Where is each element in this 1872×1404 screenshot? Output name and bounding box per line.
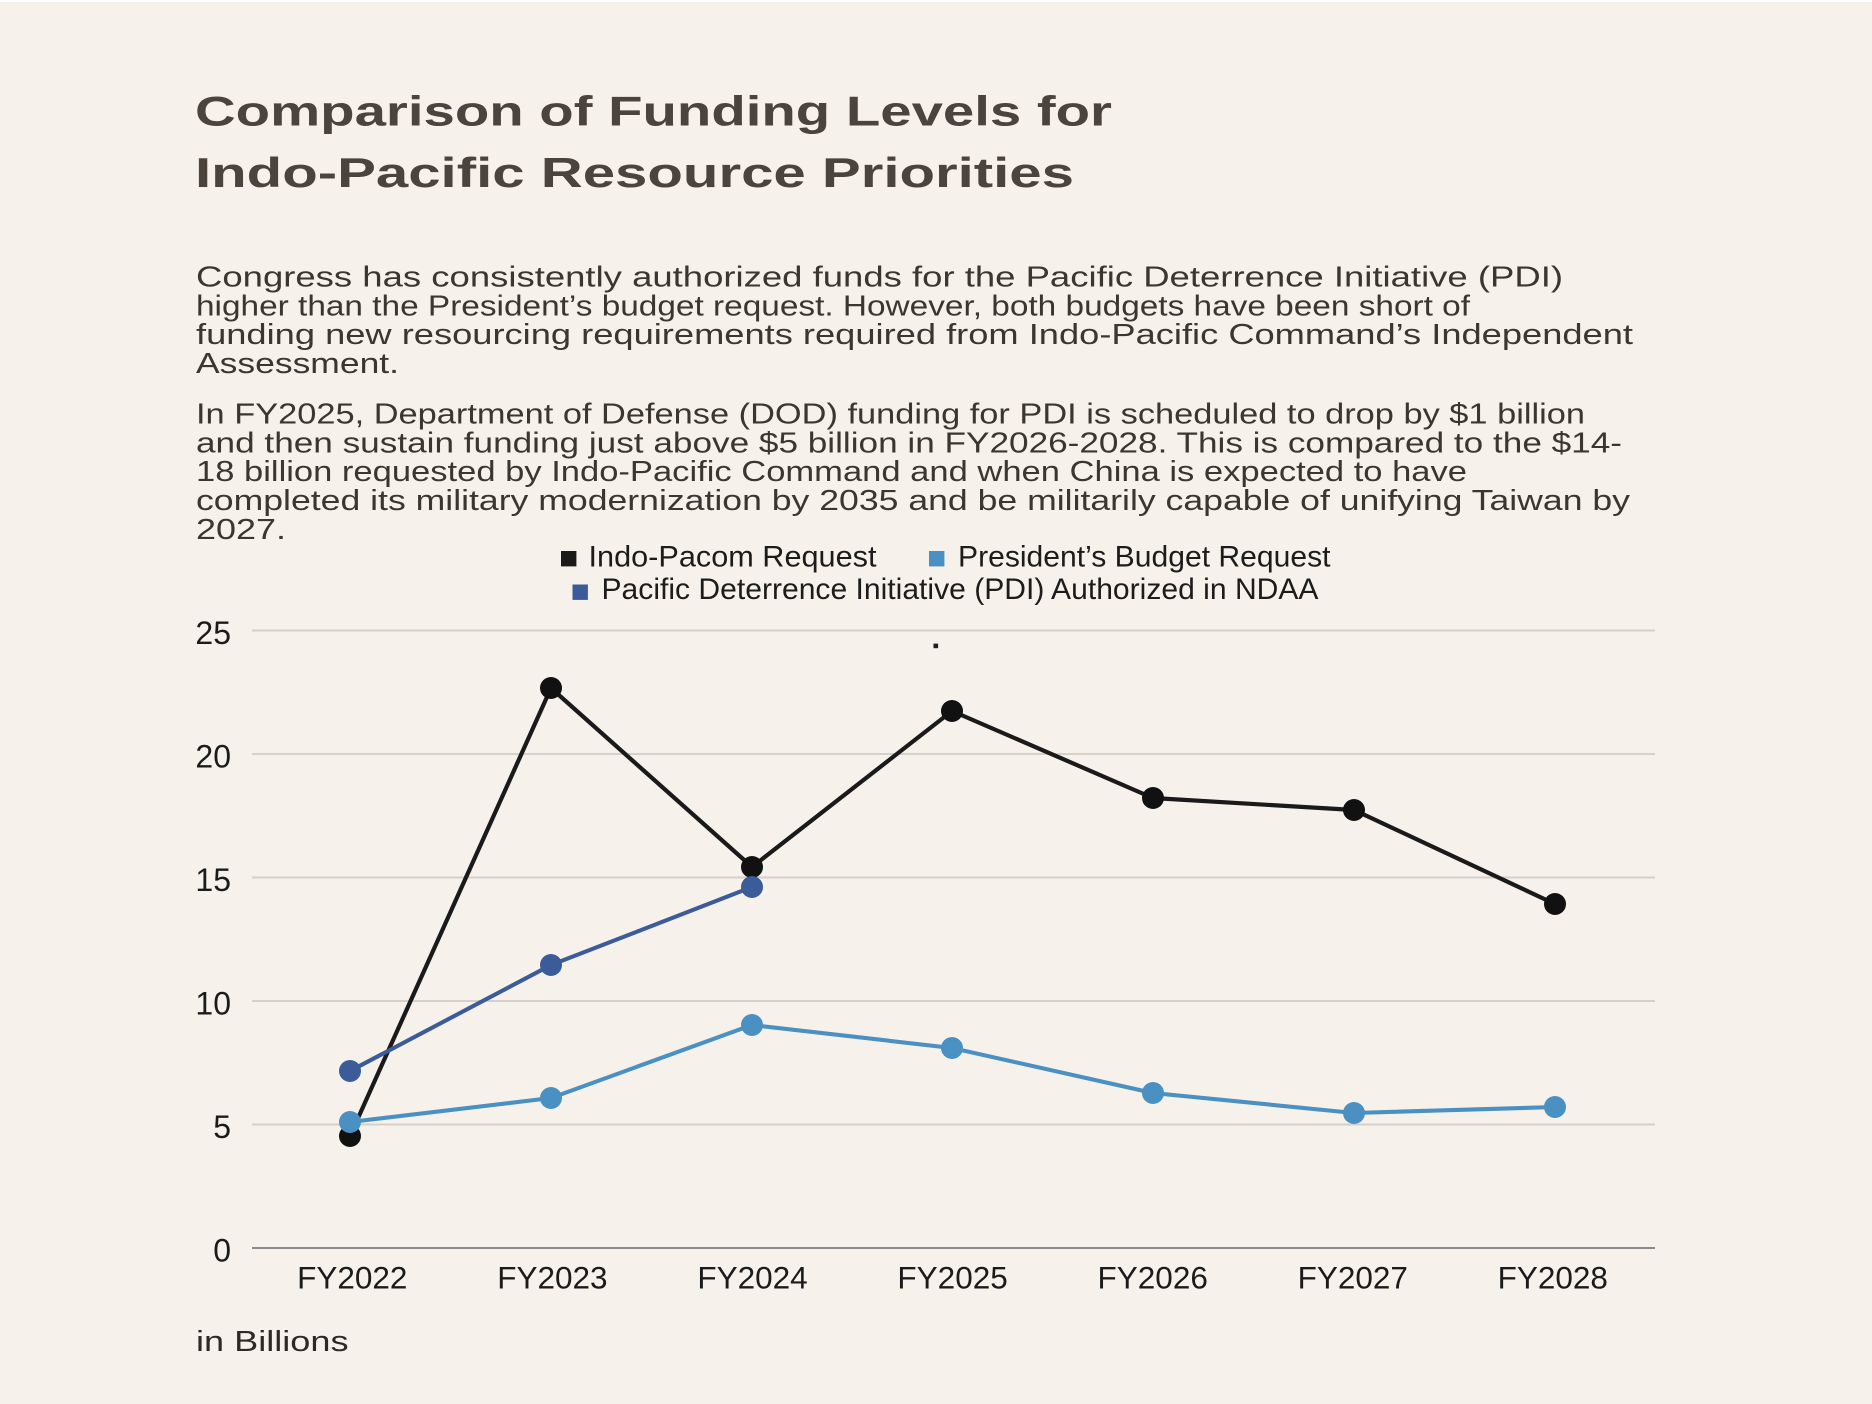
svg-text:Assessment.: Assessment. <box>196 348 399 380</box>
svg-text:FY2024: FY2024 <box>697 1260 807 1296</box>
svg-text:5: 5 <box>213 1109 231 1145</box>
svg-text:15: 15 <box>195 862 231 898</box>
svg-text:in Billions: in Billions <box>196 1326 349 1358</box>
svg-text:18 billion requested by Indo-P: 18 billion requested by Indo-Pacific Com… <box>196 456 1467 488</box>
svg-text:FY2027: FY2027 <box>1298 1260 1408 1296</box>
svg-text:In FY2025, Department of Defen: In FY2025, Department of Defense (DOD) f… <box>196 399 1585 431</box>
svg-text:completed its military moderni: completed its military modernization by … <box>196 485 1631 517</box>
svg-text:and then sustain funding just: and then sustain funding just above $5 b… <box>196 427 1622 459</box>
svg-text:10: 10 <box>195 986 231 1022</box>
svg-text:funding new resourcing require: funding new resourcing requirements requ… <box>196 319 1633 351</box>
svg-text:FY2023: FY2023 <box>497 1260 607 1296</box>
svg-text:Indo-Pacom Request: Indo-Pacom Request <box>589 540 878 573</box>
svg-text:President’s Budget Request: President’s Budget Request <box>958 540 1331 573</box>
svg-text:FY2026: FY2026 <box>1098 1260 1208 1296</box>
svg-text:25: 25 <box>195 615 231 651</box>
svg-text:Congress has consistently auth: Congress has consistently authorized fun… <box>196 262 1563 294</box>
svg-text:FY2022: FY2022 <box>297 1260 407 1296</box>
svg-text:FY2028: FY2028 <box>1498 1260 1608 1296</box>
svg-text:2027.: 2027. <box>196 514 286 546</box>
svg-text:Pacific Deterrence Initiative: Pacific Deterrence Initiative (PDI) Auth… <box>602 573 1319 606</box>
svg-text:0: 0 <box>213 1233 231 1269</box>
svg-text:higher than the President’s bu: higher than the President’s budget reque… <box>196 290 1471 322</box>
svg-text:Comparison of Funding Levels f: Comparison of Funding Levels for <box>195 87 1112 134</box>
svg-text:Indo-Pacific Resource Prioriti: Indo-Pacific Resource Priorities <box>195 149 1074 196</box>
svg-text:20: 20 <box>195 739 231 775</box>
svg-text:FY2025: FY2025 <box>897 1260 1007 1296</box>
